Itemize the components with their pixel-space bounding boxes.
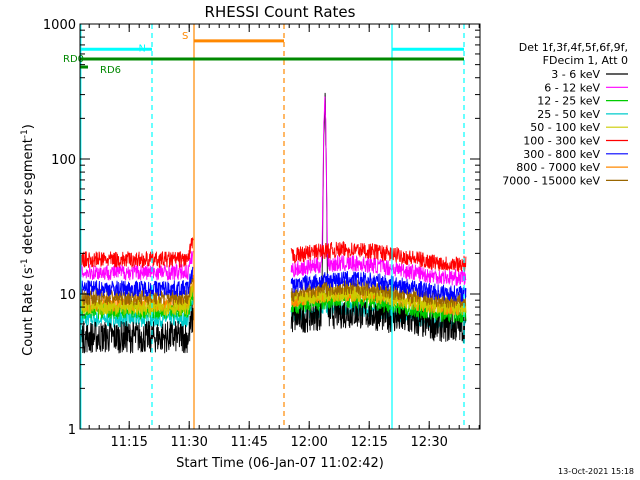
x-tick-label: 12:00 bbox=[290, 435, 327, 450]
y-tick-label: 10 bbox=[59, 288, 76, 303]
plot-frame bbox=[79, 23, 481, 430]
y-label-sup2: -1 bbox=[20, 129, 30, 138]
axes: 1 10 100 1000 11:15 11:30 11:45 12:00 12:15 12:30 bbox=[43, 18, 480, 450]
y-tick-label: 100 bbox=[51, 153, 76, 168]
flag-layer: N S RD0 RD6 bbox=[63, 31, 464, 76]
legend-label: 7000 - 15000 keV bbox=[502, 174, 600, 187]
chart-title: RHESSI Count Rates bbox=[205, 3, 356, 21]
x-tick-label: 11:45 bbox=[230, 435, 267, 450]
flag-label: RD6 bbox=[100, 65, 121, 76]
legend-label: 12 - 25 keV bbox=[537, 95, 600, 108]
y-label-a: Count Rate (s bbox=[21, 267, 36, 356]
y-tick-label: 1 bbox=[68, 423, 76, 438]
x-tick-label: 11:15 bbox=[110, 435, 147, 450]
series-layer bbox=[80, 92, 467, 354]
legend-label: 6 - 12 keV bbox=[544, 81, 600, 94]
legend-header-2: FDecim 1, Att 0 bbox=[543, 54, 628, 67]
flag-label: RD0 bbox=[63, 54, 84, 65]
legend-label: 300 - 800 keV bbox=[523, 148, 600, 161]
y-axis-label: Count Rate (s-1 detector segment-1) bbox=[20, 124, 36, 356]
legend-label: 25 - 50 keV bbox=[537, 108, 600, 121]
legend-header-1: Det 1f,3f,4f,5f,6f,9f, bbox=[519, 41, 628, 54]
series-line bbox=[80, 237, 467, 273]
legend-label: 100 - 300 keV bbox=[523, 135, 600, 148]
x-axis-label: Start Time (06-Jan-07 11:02:42) bbox=[176, 456, 384, 471]
series-line bbox=[80, 266, 467, 303]
x-tick-label: 12:15 bbox=[350, 435, 387, 450]
vertical-lines bbox=[80, 24, 465, 429]
series-line bbox=[80, 96, 467, 286]
x-tick-label: 11:30 bbox=[170, 435, 207, 450]
legend-label: 3 - 6 keV bbox=[551, 68, 600, 81]
flag-label: S bbox=[182, 31, 188, 42]
legend-label: 50 - 100 keV bbox=[530, 121, 600, 134]
legend-label: 800 - 7000 keV bbox=[516, 161, 600, 174]
legend: Det 1f,3f,4f,5f,6f,9f, FDecim 1, Att 0 3… bbox=[502, 41, 628, 187]
flag-label: N bbox=[139, 43, 146, 54]
y-tick-label: 1000 bbox=[43, 18, 76, 33]
y-label-b: detector segment bbox=[21, 138, 36, 258]
y-label-c: ) bbox=[21, 124, 36, 129]
y-label-sup: -1 bbox=[20, 258, 30, 267]
x-tick-label: 12:30 bbox=[410, 435, 447, 450]
footer-date: 13-Oct-2021 15:18 bbox=[558, 467, 634, 476]
